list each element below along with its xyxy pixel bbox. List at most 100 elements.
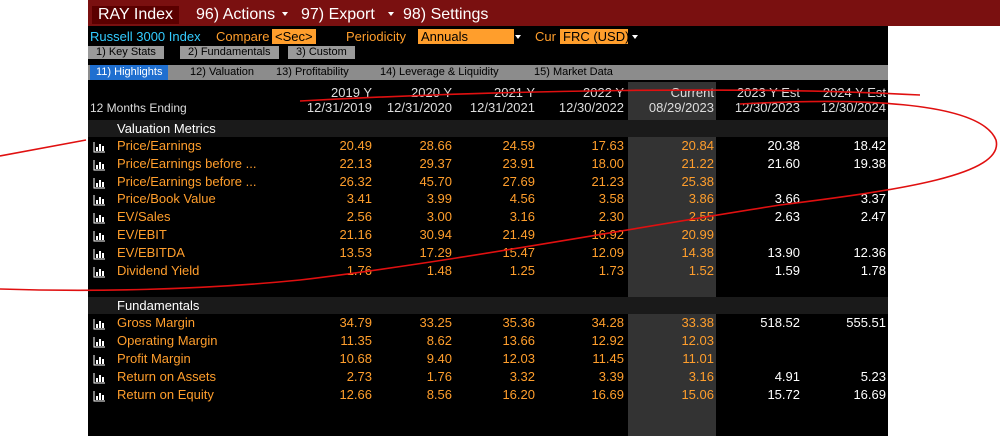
cell-value: 11.35 (340, 333, 372, 349)
subtab-bar (88, 65, 888, 80)
chart-icon[interactable] (93, 141, 105, 153)
cell-value: 2.55 (688, 209, 714, 225)
cell-value: 5.23 (860, 368, 886, 384)
cell-value: 3.16 (688, 368, 714, 384)
menu-item[interactable]: 98) Settings (403, 6, 489, 23)
cell-value: 2.73 (346, 368, 372, 384)
column-period: 2022 Y (583, 85, 624, 100)
dropdown[interactable]: FRC (USD) (560, 29, 629, 44)
cell-value: 27.69 (502, 173, 535, 189)
cell-value: 4.91 (774, 368, 800, 384)
cell-value: 13.53 (339, 244, 372, 260)
cell-value: 12.03 (502, 351, 535, 366)
chart-icon[interactable] (93, 212, 105, 224)
cell-value: 2.30 (598, 209, 624, 225)
cell-value: 12.36 (853, 244, 886, 260)
column-period: 2019 Y (331, 85, 372, 100)
column-date: 12/30/2024 (820, 100, 886, 115)
chart-icon[interactable] (93, 159, 105, 171)
row-label[interactable]: Dividend Yield (117, 262, 200, 278)
chart-icon[interactable] (93, 336, 105, 348)
chart-icon[interactable] (93, 318, 105, 330)
index-name: Russell 3000 Index (90, 29, 201, 44)
subtab[interactable]: 11) Highlights (90, 65, 169, 80)
cell-value: 17.29 (419, 244, 452, 260)
chart-icon[interactable] (93, 248, 105, 260)
cell-value: 28.66 (419, 138, 452, 153)
cell-value: 25.38 (681, 173, 714, 189)
cell-value: 2.63 (774, 209, 800, 225)
row-label[interactable]: Profit Margin (117, 351, 191, 366)
cell-value: 13.90 (767, 244, 800, 260)
menu-item[interactable]: 97) Export (301, 6, 375, 23)
section-title: Fundamentals (117, 298, 200, 314)
cell-value: 3.58 (598, 191, 624, 207)
tab[interactable]: 3) Custom (288, 46, 355, 59)
chart-icon[interactable] (93, 372, 105, 384)
cell-value: 3.99 (426, 191, 452, 207)
cell-value: 3.32 (509, 368, 535, 384)
cell-value: 2.47 (860, 209, 886, 225)
chart-icon[interactable] (93, 354, 105, 366)
cell-value: 1.52 (688, 262, 714, 278)
row-label[interactable]: EV/EBITDA (117, 244, 185, 260)
cell-value: 21.49 (502, 227, 535, 242)
column-period: 2024 Y Est (822, 85, 886, 100)
cell-value: 33.38 (681, 315, 714, 331)
cell-value: 3.41 (346, 191, 372, 207)
cell-value: 21.23 (591, 173, 624, 189)
tab[interactable]: 2) Fundamentals (180, 46, 279, 59)
chart-icon[interactable] (93, 390, 105, 402)
row-label[interactable]: Gross Margin (117, 315, 196, 331)
dropdown[interactable]: Annuals (418, 29, 514, 44)
cell-value: 26.32 (339, 173, 372, 189)
label: Compare (216, 29, 270, 44)
subtab[interactable]: 12) Valuation (190, 66, 255, 78)
row-label[interactable]: Operating Margin (117, 333, 218, 349)
subtab[interactable]: 15) Market Data (534, 66, 613, 78)
cell-value: 12.09 (591, 244, 624, 260)
cell-value: 3.16 (509, 209, 535, 225)
section-row (88, 297, 888, 315)
row-label[interactable]: Price/Earnings before ... (117, 155, 257, 171)
cell-value: 2.56 (346, 209, 372, 225)
row-label[interactable]: Return on Equity (117, 386, 214, 402)
dropdown[interactable]: <Sec> (272, 29, 316, 44)
cell-value: 18.42 (853, 138, 886, 153)
column-date: 12/30/2022 (558, 100, 624, 115)
row-label[interactable]: Return on Assets (117, 368, 216, 384)
cell-value: 13.66 (502, 333, 535, 349)
subtab[interactable]: 14) Leverage & Liquidity (380, 66, 499, 78)
cell-value: 29.37 (419, 155, 452, 171)
chart-icon[interactable] (93, 177, 105, 189)
cell-value: 45.70 (419, 173, 452, 189)
menu-item[interactable]: 96) Actions (196, 6, 276, 23)
cell-value: 20.49 (339, 138, 372, 153)
chart-icon[interactable] (93, 194, 105, 206)
row-label[interactable]: Price/Earnings (117, 138, 202, 153)
label: Cur (535, 29, 556, 44)
row-label[interactable]: Price/Earnings before ... (117, 173, 257, 189)
chart-icon[interactable] (93, 266, 105, 278)
cell-value: 3.00 (426, 209, 452, 225)
column-period: 2021 Y (494, 85, 535, 100)
column-date: 12/31/2019 (306, 100, 372, 115)
row-label[interactable]: EV/Sales (117, 209, 171, 225)
cell-value: 16.20 (502, 386, 535, 402)
tab[interactable]: 1) Key Stats (88, 46, 164, 59)
chart-icon[interactable] (93, 230, 105, 242)
cell-value: 12.66 (339, 386, 372, 402)
row-label[interactable]: Price/Book Value (117, 191, 216, 207)
security[interactable]: RAY Index (92, 6, 180, 24)
cell-value: 17.63 (591, 138, 624, 153)
cell-value: 16.69 (591, 386, 624, 402)
column-period: 2023 Y Est (736, 85, 800, 100)
column-date: 08/29/2023 (648, 100, 714, 115)
cell-value: 34.28 (591, 315, 624, 331)
cell-value: 3.86 (688, 191, 714, 207)
subtab[interactable]: 13) Profitability (276, 66, 349, 78)
row-label[interactable]: EV/EBIT (117, 227, 167, 242)
cell-value: 15.06 (681, 386, 714, 402)
section-title: Valuation Metrics (117, 121, 216, 136)
